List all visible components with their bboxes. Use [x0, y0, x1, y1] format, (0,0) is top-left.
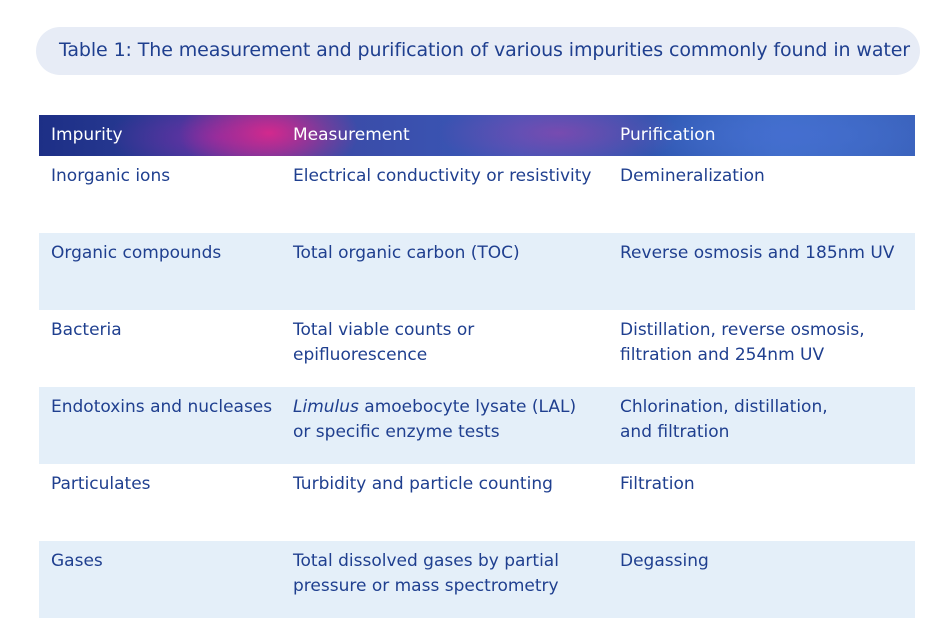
- cell-purification: Distillation, reverse osmosis, filtratio…: [620, 318, 865, 368]
- measurement-line-1: Total viable counts or: [293, 320, 475, 340]
- table-row: Gases Total dissolved gases by partial p…: [39, 541, 915, 618]
- cell-measurement: Limulus amoebocyte lysate (LAL) or speci…: [293, 395, 576, 445]
- purification-line-2: and filtration: [620, 422, 730, 442]
- table-row: Bacteria Total viable counts or epifluor…: [39, 310, 915, 387]
- cell-measurement: Total dissolved gases by partial pressur…: [293, 549, 559, 599]
- purification-line-2: filtration and 254nm UV: [620, 345, 825, 365]
- cell-purification: Chlorination, distillation, and filtrati…: [620, 395, 828, 445]
- header-impurity: Impurity: [51, 125, 123, 145]
- cell-purification: Degassing: [620, 551, 709, 571]
- table-row: Organic compounds Total organic carbon (…: [39, 233, 915, 310]
- cell-impurity: Gases: [51, 551, 103, 571]
- cell-measurement: Electrical conductivity or resistivity: [293, 166, 592, 186]
- cell-purification: Reverse osmosis and 185nm UV: [620, 243, 895, 263]
- measurement-line-2: or specific enzyme tests: [293, 422, 500, 442]
- cell-impurity: Endotoxins and nucleases: [51, 397, 273, 417]
- cell-measurement: Total organic carbon (TOC): [293, 243, 520, 263]
- table-row: Inorganic ions Electrical conductivity o…: [39, 156, 915, 233]
- purification-line-1: Chlorination, distillation,: [620, 397, 828, 417]
- measurement-italic-term: Limulus: [293, 397, 359, 417]
- impurities-table: Impurity Measurement Purification Inorga…: [39, 115, 915, 618]
- measurement-line-2: epifluorescence: [293, 345, 428, 365]
- cell-impurity: Organic compounds: [51, 243, 222, 263]
- table-header: Impurity Measurement Purification: [39, 115, 915, 156]
- header-purification: Purification: [620, 125, 716, 145]
- caption-text: Table 1: The measurement and purificatio…: [59, 39, 911, 61]
- cell-purification: Demineralization: [620, 166, 765, 186]
- table-row: Endotoxins and nucleases Limulus amoeboc…: [39, 387, 915, 464]
- table-caption: Table 1: The measurement and purificatio…: [36, 27, 920, 75]
- cell-impurity: Particulates: [51, 474, 151, 494]
- cell-purification: Filtration: [620, 474, 695, 494]
- measurement-line-1: Total dissolved gases by partial: [293, 551, 559, 571]
- cell-measurement: Turbidity and particle counting: [293, 474, 553, 494]
- purification-line-1: Distillation, reverse osmosis,: [620, 320, 865, 340]
- measurement-line-2: pressure or mass spectrometry: [293, 576, 559, 596]
- cell-impurity: Bacteria: [51, 320, 122, 340]
- measurement-line-1-rest: amoebocyte lysate (LAL): [358, 397, 577, 417]
- header-measurement: Measurement: [293, 125, 410, 145]
- measurement-line-1: Limulus amoebocyte lysate (LAL): [293, 395, 576, 420]
- table-row: Particulates Turbidity and particle coun…: [39, 464, 915, 541]
- cell-impurity: Inorganic ions: [51, 166, 171, 186]
- cell-measurement: Total viable counts or epifluorescence: [293, 318, 474, 368]
